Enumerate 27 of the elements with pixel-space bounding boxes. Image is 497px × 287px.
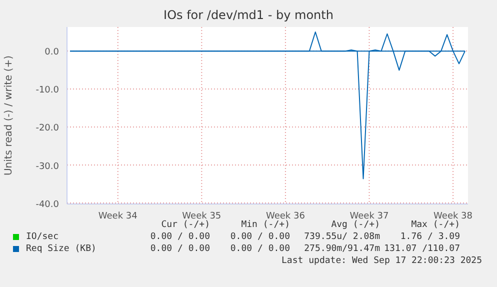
y-axis-title: Units read (-) / write (+) (4, 54, 14, 176)
x-tick-label: Week 37 (350, 211, 389, 222)
text: Last update: Wed Sep 17 22:00:23 2025 (280, 256, 483, 268)
text: 0.00 / 0.00 (229, 244, 290, 254)
x-tick-label: Week 34 (98, 211, 138, 222)
text: Max (-/+) (410, 220, 460, 230)
text: 739.55u/ 2.08m (303, 232, 380, 242)
text: 131.07 /110.07 (383, 244, 460, 254)
x-tick-label: Week 35 (182, 211, 222, 222)
y-tick-label: -10.0 (36, 86, 60, 96)
text: Cur (-/+) (160, 220, 210, 230)
y-tick-label: -30.0 (36, 162, 60, 172)
legend-label: IO/sec (26, 232, 59, 242)
y-tick-label: -40.0 (36, 200, 60, 210)
text: Min (-/+) (240, 220, 290, 230)
text: 0.00 / 0.00 (229, 232, 290, 242)
text: 0.00 / 0.00 (149, 232, 210, 242)
x-tick-label: Week 36 (266, 211, 306, 222)
y-tick-label: -20.0 (36, 124, 60, 134)
chart-title: IOs for /dev/md1 - by month (162, 8, 334, 22)
x-tick-label: Week 38 (434, 211, 473, 222)
text: 0.00 / 0.00 (149, 244, 210, 254)
legend-label: Req Size (KB) (26, 244, 96, 254)
text: Avg (-/+) (330, 220, 380, 230)
y-tick-label: 0.0 (44, 47, 60, 58)
text: 1.76 / 3.09 (399, 232, 460, 242)
text: 275.90m/91.47m (303, 244, 380, 254)
